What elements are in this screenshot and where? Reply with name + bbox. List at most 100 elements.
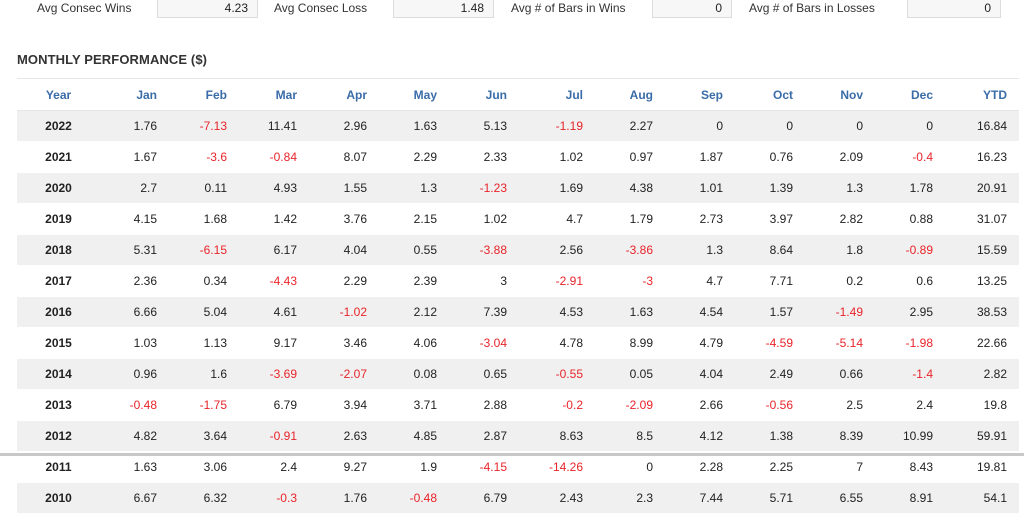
value-cell: 4.85	[379, 420, 449, 452]
value-cell: 1.39	[735, 172, 805, 204]
value-cell: 6.55	[805, 482, 875, 514]
value-cell: 0.08	[379, 358, 449, 390]
value-cell: 2.95	[875, 296, 945, 328]
value-cell: 2.56	[519, 234, 595, 266]
value-cell: 2.4	[875, 389, 945, 421]
value-cell: 15.59	[945, 234, 1019, 266]
value-cell: -2.09	[595, 389, 665, 421]
column-header-may[interactable]: May	[379, 78, 449, 111]
value-cell: -1.98	[875, 327, 945, 359]
value-cell: 1.87	[665, 141, 735, 173]
bottom-scrollbar-edge	[0, 453, 1024, 456]
column-header-year[interactable]: Year	[17, 78, 99, 111]
value-cell: 2.82	[945, 358, 1019, 390]
value-cell: 11.41	[239, 110, 309, 142]
value-cell: 16.23	[945, 141, 1019, 173]
value-cell: -2.07	[309, 358, 379, 390]
value-cell: -4.59	[735, 327, 805, 359]
column-header-dec[interactable]: Dec	[875, 78, 945, 111]
value-cell: 2.25	[735, 451, 805, 483]
column-header-jun[interactable]: Jun	[449, 78, 519, 111]
column-header-aug[interactable]: Aug	[595, 78, 665, 111]
value-cell: 2.39	[379, 265, 449, 297]
value-cell: 1.02	[519, 141, 595, 173]
value-cell: -0.84	[239, 141, 309, 173]
year-cell: 2021	[17, 141, 99, 173]
stat-label-avg-bars-in-wins: Avg # of Bars in Wins	[511, 1, 626, 15]
year-cell: 2015	[17, 327, 99, 359]
value-cell: -3.6	[169, 141, 239, 173]
column-header-ytd[interactable]: YTD	[945, 78, 1019, 111]
value-cell: 0.66	[805, 358, 875, 390]
year-cell: 2013	[17, 389, 99, 421]
value-cell: 4.7	[665, 265, 735, 297]
value-cell: 2.49	[735, 358, 805, 390]
year-cell: 2017	[17, 265, 99, 297]
table-row: 2012 4.82 3.64 -0.91 2.63 4.85 2.87 8.63 8.5 4.12…	[17, 420, 1019, 452]
value-cell: 1.67	[99, 141, 169, 173]
value-cell: 4.82	[99, 420, 169, 452]
stat-value-avg-consec-wins: 4.23	[157, 0, 258, 18]
value-cell: -0.2	[519, 389, 595, 421]
value-cell: 1.57	[735, 296, 805, 328]
value-cell: 2.3	[595, 482, 665, 514]
value-cell: 2.28	[665, 451, 735, 483]
value-cell: 1.3	[379, 172, 449, 204]
value-cell: 2.09	[805, 141, 875, 173]
column-header-apr[interactable]: Apr	[309, 78, 379, 111]
value-cell: 1.69	[519, 172, 595, 204]
value-cell: 1.6	[169, 358, 239, 390]
monthly-performance-table: Year Jan Feb Mar Apr May Jun Jul Aug Sep Oct Nov Dec…	[17, 78, 1019, 514]
table-row: 2010 6.67 6.32 -0.3 1.76 -0.48 6.79 2.43 2.3 7.44…	[17, 482, 1019, 514]
value-cell: 1.79	[595, 203, 665, 235]
column-header-jan[interactable]: Jan	[99, 78, 169, 111]
column-header-sep[interactable]: Sep	[665, 78, 735, 111]
table-row: 2020 2.7 0.11 4.93 1.55 1.3 -1.23 1.69 4.38 1.01 1…	[17, 172, 1019, 204]
value-cell: 0	[595, 451, 665, 483]
value-cell: 4.93	[239, 172, 309, 204]
column-header-jul[interactable]: Jul	[519, 78, 595, 111]
table-header-row: Year Jan Feb Mar Apr May Jun Jul Aug Sep Oct Nov Dec…	[17, 78, 1019, 111]
value-cell: 0.76	[735, 141, 805, 173]
value-cell: -0.48	[99, 389, 169, 421]
value-cell: 2.5	[805, 389, 875, 421]
value-cell: 2.33	[449, 141, 519, 173]
value-cell: 54.1	[945, 482, 1019, 514]
value-cell: 4.7	[519, 203, 595, 235]
stat-value-avg-bars-in-wins: 0	[652, 0, 732, 18]
value-cell: 2.82	[805, 203, 875, 235]
value-cell: 0.65	[449, 358, 519, 390]
value-cell: 6.17	[239, 234, 309, 266]
year-cell: 2020	[17, 172, 99, 204]
table-row: 2018 5.31 -6.15 6.17 4.04 0.55 -3.88 2.56 -3.86 1…	[17, 234, 1019, 266]
value-cell: -1.19	[519, 110, 595, 142]
value-cell: 10.99	[875, 420, 945, 452]
value-cell: -1.4	[875, 358, 945, 390]
value-cell: 3.76	[309, 203, 379, 235]
year-cell: 2016	[17, 296, 99, 328]
value-cell: -0.48	[379, 482, 449, 514]
value-cell: -5.14	[805, 327, 875, 359]
value-cell: 0.05	[595, 358, 665, 390]
value-cell: -1.02	[309, 296, 379, 328]
value-cell: 4.79	[665, 327, 735, 359]
column-header-mar[interactable]: Mar	[239, 78, 309, 111]
column-header-feb[interactable]: Feb	[169, 78, 239, 111]
value-cell: 1.02	[449, 203, 519, 235]
year-cell: 2018	[17, 234, 99, 266]
value-cell: 3	[449, 265, 519, 297]
column-header-oct[interactable]: Oct	[735, 78, 805, 111]
value-cell: 7.44	[665, 482, 735, 514]
value-cell: 2.12	[379, 296, 449, 328]
stat-label-avg-bars-in-losses: Avg # of Bars in Losses	[749, 1, 875, 15]
value-cell: 2.87	[449, 420, 519, 452]
value-cell: 2.27	[595, 110, 665, 142]
value-cell: 4.12	[665, 420, 735, 452]
value-cell: 1.76	[99, 110, 169, 142]
value-cell: 6.79	[449, 482, 519, 514]
value-cell: 8.64	[735, 234, 805, 266]
column-header-nov[interactable]: Nov	[805, 78, 875, 111]
value-cell: 59.91	[945, 420, 1019, 452]
value-cell: 1.03	[99, 327, 169, 359]
table-row: 2016 6.66 5.04 4.61 -1.02 2.12 7.39 4.53 1.63 4.5…	[17, 296, 1019, 328]
